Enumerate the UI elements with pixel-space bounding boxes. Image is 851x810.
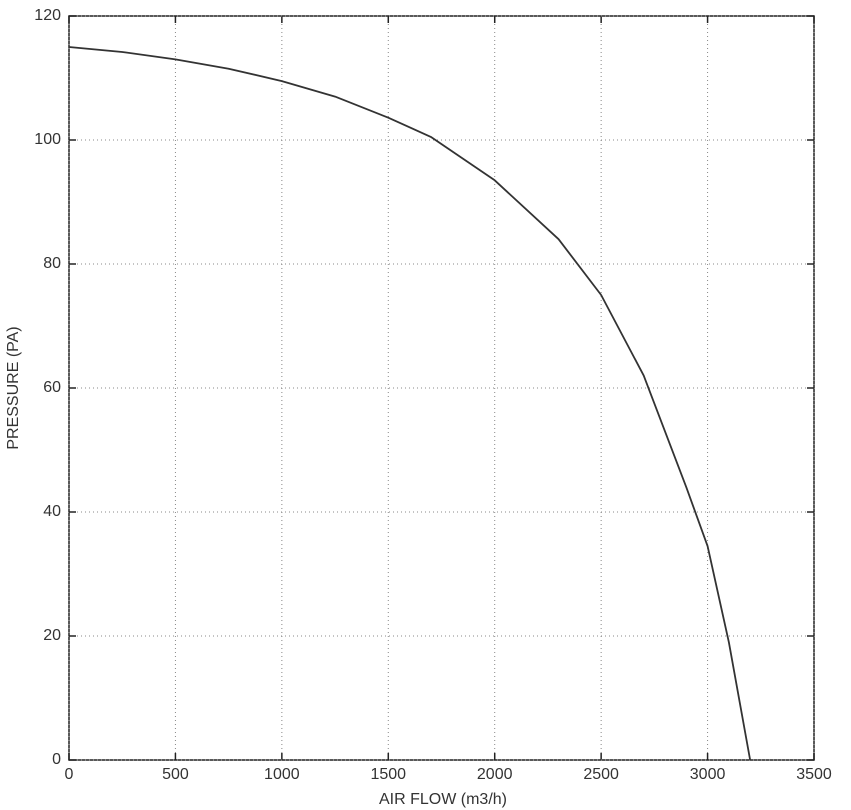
y-tick-label: 20 (43, 627, 61, 644)
x-tick-label: 1000 (264, 766, 300, 783)
y-tick-label: 0 (52, 751, 61, 768)
y-tick-label: 80 (43, 255, 61, 272)
x-tick-label: 0 (65, 766, 74, 783)
y-axis-label: PRESSURE (PA) (5, 326, 22, 449)
x-tick-label: 2500 (583, 766, 619, 783)
y-tick-label: 120 (34, 7, 61, 24)
y-tick-label: 60 (43, 379, 61, 396)
x-tick-label: 3500 (796, 766, 832, 783)
x-axis-label: AIR FLOW (m3/h) (379, 791, 507, 808)
x-tick-label: 3000 (690, 766, 726, 783)
curve (68, 46, 752, 761)
y-tick-label: 100 (34, 131, 61, 148)
x-tick-label: 2000 (477, 766, 513, 783)
x-tick-label: 500 (162, 766, 189, 783)
y-tick-label: 40 (43, 503, 61, 520)
x-tick-label: 1500 (370, 766, 406, 783)
